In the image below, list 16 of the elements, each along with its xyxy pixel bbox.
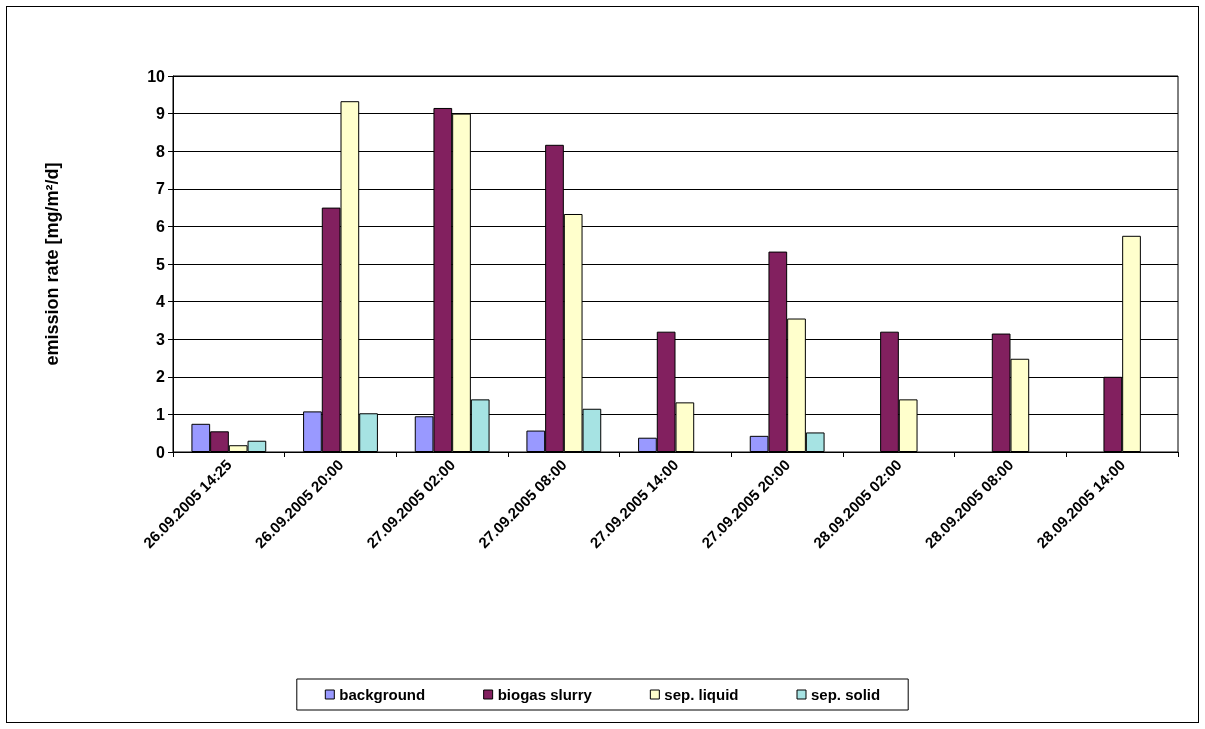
y-tick-label: 10 — [147, 67, 166, 85]
y-tick-label: 7 — [156, 180, 166, 198]
y-tick-label: 2 — [156, 368, 166, 386]
y-tick-label: 0 — [156, 443, 166, 461]
y-tick-label: 4 — [156, 293, 166, 311]
legend-label: sep. solid — [811, 686, 881, 703]
legend-label: background — [339, 686, 426, 703]
legend-label: sep. liquid — [664, 686, 739, 703]
y-tick-label: 1 — [156, 405, 166, 423]
y-axis-title: emission rate [mg/m²/d] — [42, 162, 62, 366]
y-tick-label: 9 — [156, 105, 166, 123]
y-tick-label: 5 — [156, 255, 166, 273]
y-tick-label: 8 — [156, 142, 166, 160]
y-tick-label: 6 — [156, 217, 166, 235]
y-tick-label: 3 — [156, 330, 166, 348]
legend-label: biogas slurry — [497, 686, 593, 703]
